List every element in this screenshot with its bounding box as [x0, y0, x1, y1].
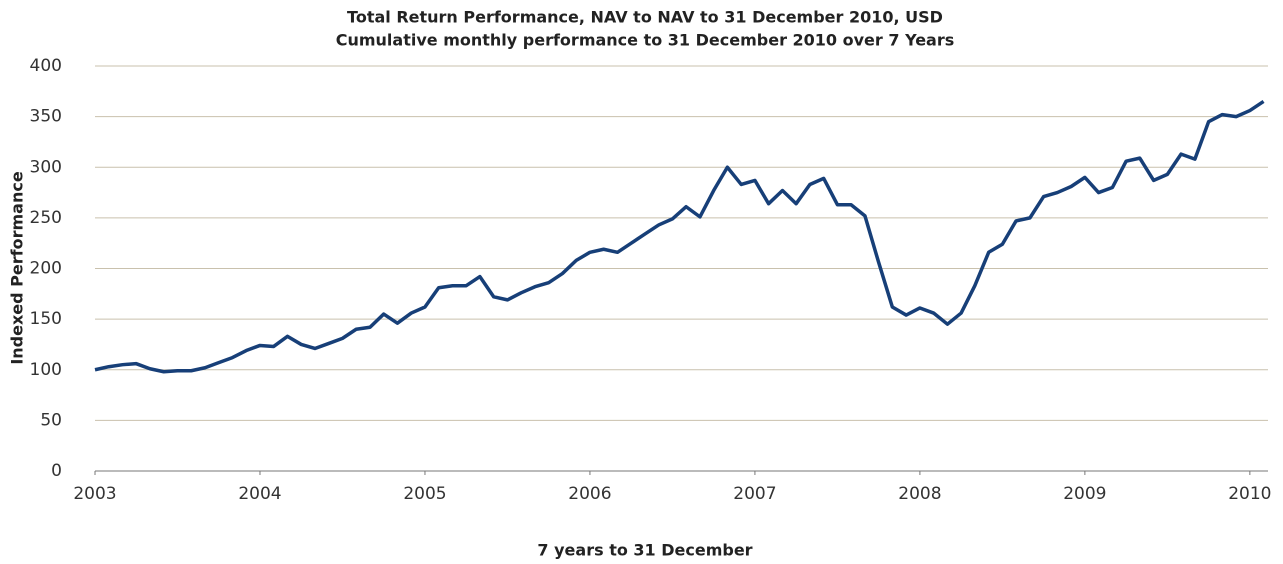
x-tick-label: 2009	[1063, 484, 1106, 504]
y-tick-label: 200	[30, 259, 62, 279]
y-tick-label: 50	[40, 410, 62, 430]
x-axis-label: 7 years to 31 December	[537, 541, 752, 560]
x-tick-label: 2006	[568, 484, 611, 504]
y-tick-label: 350	[30, 107, 62, 127]
x-tick-label: 2003	[73, 484, 116, 504]
y-tick-label: 0	[51, 461, 62, 481]
y-tick-label: 250	[30, 208, 62, 228]
y-tick-label: 400	[30, 56, 62, 76]
chart-subtitle: Cumulative monthly performance to 31 Dec…	[336, 31, 955, 50]
chart-title: Total Return Performance, NAV to NAV to …	[347, 8, 943, 27]
y-tick-label: 300	[30, 157, 62, 177]
line	[94, 99, 1265, 374]
y-tick-label: 150	[30, 309, 62, 329]
y-axis-label: Indexed Performance	[8, 171, 27, 365]
x-tick-label: 2005	[403, 484, 446, 504]
x-tick-label: 2010	[1228, 484, 1271, 504]
x-tick-label: 2008	[898, 484, 941, 504]
x-tick-label: 2007	[733, 484, 776, 504]
x-tick-label: 2004	[238, 484, 281, 504]
y-tick-label: 100	[30, 360, 62, 380]
